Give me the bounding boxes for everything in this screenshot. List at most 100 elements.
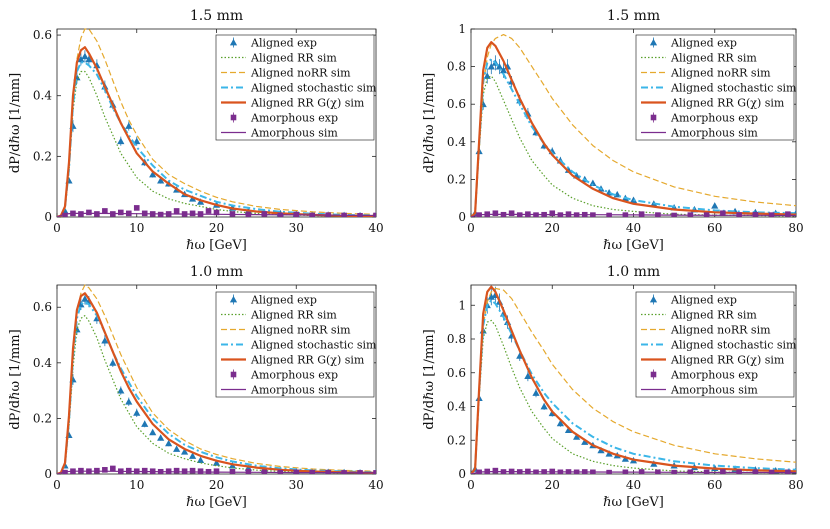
data-point: [125, 467, 132, 474]
data-point: [110, 465, 116, 472]
y-tick-label: 0.6: [33, 28, 52, 42]
series-line: [57, 46, 376, 217]
data-point: [556, 419, 564, 427]
legend-label: Aligned stochastic sim: [670, 339, 797, 352]
data-point: [157, 177, 165, 184]
data-point: [785, 211, 791, 217]
legend-label: Aligned stochastic sim: [670, 82, 797, 95]
data-point: [736, 469, 742, 474]
data-point: [117, 137, 125, 145]
data-point: [564, 166, 573, 173]
x-tick-label: 60: [707, 221, 722, 235]
data-point: [524, 372, 532, 380]
chart-panel-top-right: 1.5 mm 0 20 40 60 80 0 0.2 0.4 0.6 0.8 1 ℏω [GeV] dP/…: [422, 8, 804, 253]
data-point: [373, 212, 376, 217]
x-tick-label: 30: [289, 478, 304, 492]
series-line: [471, 33, 796, 217]
legend-label: Aligned exp: [250, 294, 317, 307]
data-point: [229, 468, 236, 474]
data-point: [581, 438, 589, 445]
y-tick-label: 0.6: [447, 97, 466, 111]
data-point: [492, 210, 499, 217]
y-tick-label: 0: [44, 467, 52, 481]
y-tick-label: 0.2: [447, 433, 466, 447]
data-point: [703, 469, 710, 474]
legend-marker: [229, 38, 238, 46]
legend: Aligned exp Aligned RR sim Aligned noRR si…: [635, 291, 797, 398]
data-point: [245, 468, 252, 474]
data-point: [212, 459, 221, 466]
y-axis-label: dP/dℏω [1/mm]: [422, 329, 437, 429]
y-tick-label: 0.4: [33, 89, 52, 103]
data-point: [141, 467, 148, 474]
data-point: [293, 469, 300, 474]
legend-label: Aligned RR G(χ) sim: [670, 97, 785, 110]
data-point: [720, 469, 726, 474]
x-tick-label: 60: [707, 478, 722, 492]
series-line: [471, 213, 796, 217]
data-point: [125, 122, 133, 129]
data-point: [309, 469, 315, 474]
x-axis-label: ℏω [GeV]: [603, 238, 664, 253]
data-point: [62, 212, 68, 217]
data-point: [181, 468, 188, 474]
series-line: [471, 41, 796, 217]
x-tick-label: 20: [545, 221, 560, 235]
data-point: [149, 428, 157, 436]
x-tick-label: 20: [209, 478, 224, 492]
legend-label: Amorphous exp: [670, 369, 758, 382]
x-tick-label: 40: [626, 478, 641, 492]
x-tick-label: 20: [209, 221, 224, 235]
legend-label: Aligned noRR sim: [250, 67, 351, 80]
x-tick-label: 10: [129, 221, 144, 235]
data-point: [549, 210, 556, 217]
y-tick-label: 0: [458, 210, 466, 224]
series-line: [57, 292, 376, 474]
chart-title: 1.5 mm: [190, 8, 243, 24]
data-point: [205, 208, 212, 214]
data-point: [102, 208, 108, 214]
legend: Aligned exp Aligned RR sim Aligned noRR si…: [635, 34, 797, 141]
data-point: [487, 63, 495, 70]
x-tick-label: 20: [545, 478, 560, 492]
data-point: [109, 359, 117, 366]
y-tick-label: 0.6: [447, 366, 466, 380]
y-tick-label: 0.4: [33, 356, 52, 370]
x-tick-label: 0: [53, 221, 61, 235]
data-point: [77, 55, 85, 63]
data-point: [736, 212, 742, 217]
legend-label: Aligned stochastic sim: [250, 339, 377, 352]
data-point: [687, 469, 694, 474]
legend-label: Amorphous exp: [250, 112, 338, 125]
x-axis-label: ℏω [GeV]: [186, 495, 247, 510]
data-point: [189, 210, 196, 217]
legend-label: Amorphous sim: [250, 384, 338, 397]
data-point: [752, 211, 759, 217]
data-point: [532, 389, 540, 396]
y-tick-label: 0.6: [33, 300, 52, 314]
data-point: [101, 336, 109, 344]
data-point: [81, 295, 89, 302]
series-line: [471, 287, 796, 474]
legend-label: Aligned RR sim: [670, 52, 757, 65]
data-point: [768, 212, 775, 217]
data-point: [117, 387, 125, 394]
legend-marker: [230, 114, 237, 121]
data-point: [768, 469, 775, 474]
data-point: [133, 205, 140, 211]
y-tick-label: 0.8: [447, 332, 466, 346]
data-point: [102, 467, 108, 473]
data-point: [86, 209, 92, 216]
chart-title: 1.0 mm: [190, 264, 243, 280]
x-tick-label: 40: [626, 221, 641, 235]
data-point: [173, 467, 180, 474]
data-point: [606, 469, 612, 474]
data-point: [341, 470, 347, 474]
y-tick-label: 1: [458, 22, 466, 36]
x-tick-label: 80: [788, 221, 803, 235]
data-point: [197, 468, 204, 474]
legend-label: Aligned noRR sim: [670, 67, 771, 80]
data-point: [564, 426, 573, 434]
y-axis-label: dP/dℏω [1/mm]: [8, 329, 23, 429]
